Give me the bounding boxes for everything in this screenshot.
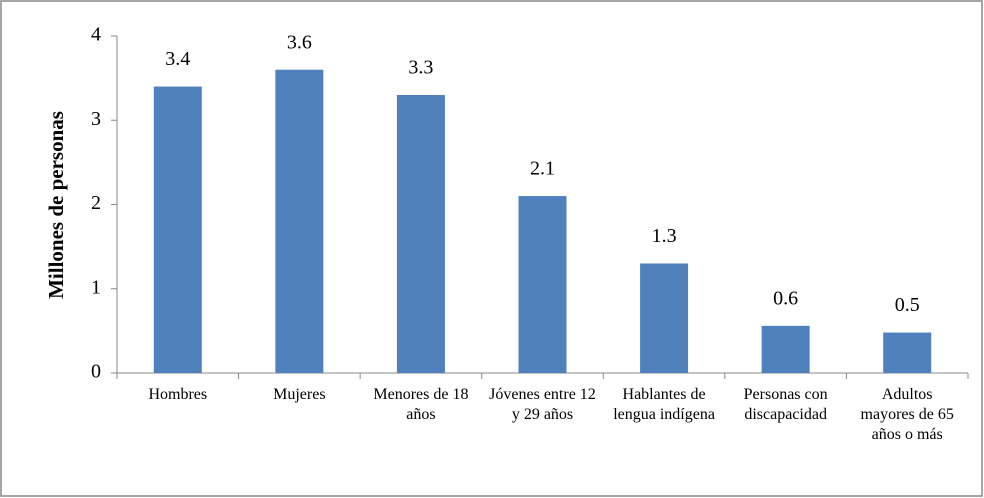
x-tick-label: Menores de 18 años [373,386,469,423]
x-tick-label: Jóvenes entre 12 y 29 años [489,386,596,423]
y-axis-label: Millones de personas [44,111,68,299]
bar [153,86,202,374]
y-tick-label: 0 [91,361,101,383]
data-label: 3.4 [165,48,190,70]
data-label: 2.1 [530,158,555,180]
x-tick-label: Hombres [148,386,208,403]
y-tick-label: 2 [91,192,101,214]
x-tick-label: Mujeres [273,386,326,403]
y-tick-label: 1 [91,276,101,298]
x-tick-label: Personas con discapacidad [743,386,828,423]
bar [640,263,689,373]
y-tick-label: 4 [91,24,101,46]
bar [518,196,567,373]
data-label: 0.5 [895,294,920,316]
x-tick-label: Hablantes de lengua indígena [613,386,715,423]
data-label: 3.6 [287,31,312,53]
data-label: 3.3 [408,57,433,79]
bar [883,332,932,373]
y-tick-label: 3 [91,108,101,130]
bar [275,69,324,373]
bar [396,94,445,373]
bar [761,325,810,373]
data-label: 0.6 [773,287,798,309]
data-label: 1.3 [652,225,677,247]
x-tick-label: Adultos mayores de 65 años o más [860,386,954,443]
